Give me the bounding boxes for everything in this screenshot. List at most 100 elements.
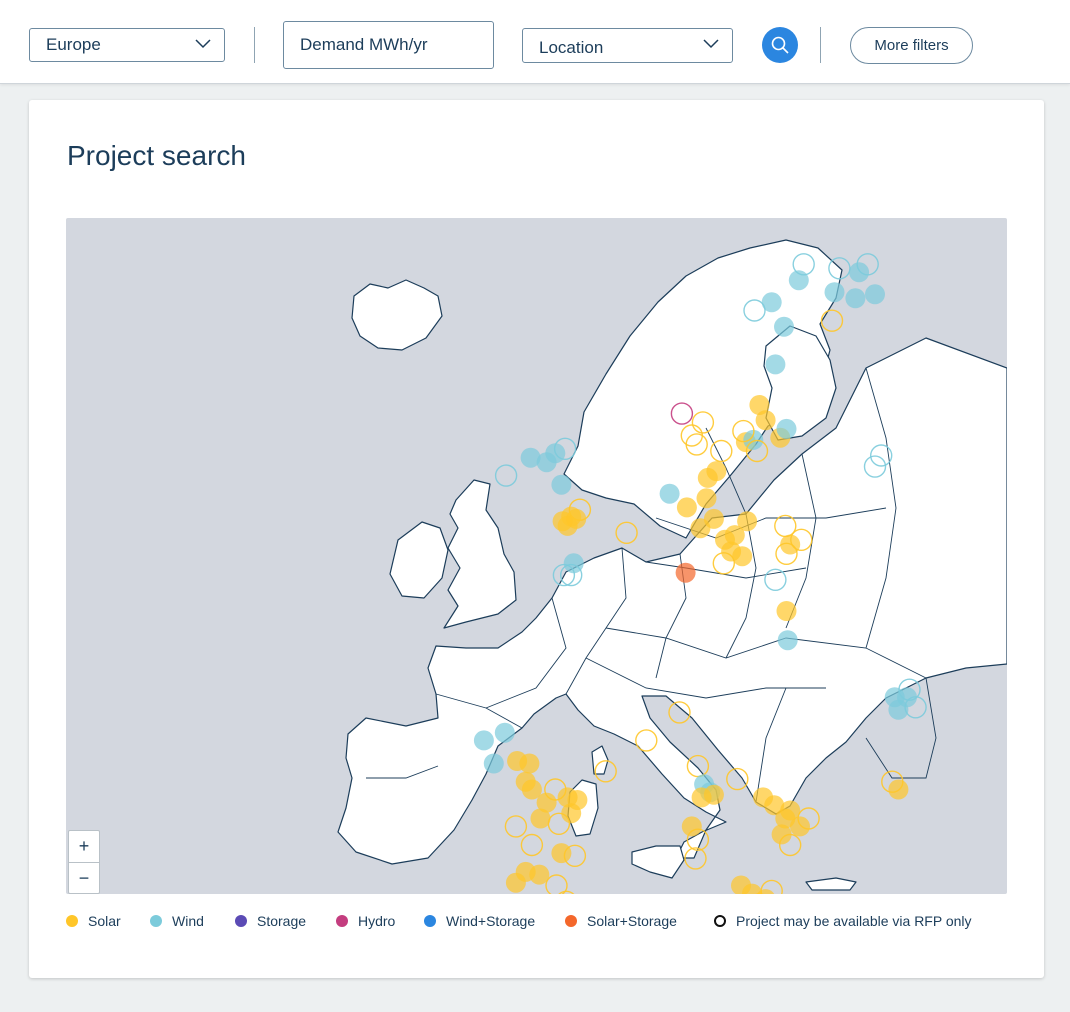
- project-marker-solar[interactable]: [530, 808, 551, 829]
- map-canvas[interactable]: [66, 218, 1007, 894]
- project-marker-solar[interactable]: [676, 497, 697, 518]
- project-marker-solar[interactable]: [776, 601, 797, 621]
- location-select[interactable]: Location: [522, 28, 733, 63]
- project-marker-solar[interactable]: [790, 816, 810, 837]
- project-marker-solar[interactable]: [686, 828, 710, 851]
- project-marker-solar[interactable]: [797, 807, 820, 830]
- project-marker-wind[interactable]: [865, 284, 885, 305]
- europe-map[interactable]: [66, 218, 1007, 894]
- project-marker-solar[interactable]: [724, 525, 745, 546]
- project-marker-solar[interactable]: [737, 511, 758, 532]
- zoom-in-button[interactable]: +: [69, 831, 99, 863]
- project-marker-solar[interactable]: [745, 439, 769, 463]
- region-select[interactable]: Europe: [29, 28, 225, 62]
- project-marker-solar[interactable]: [696, 488, 717, 509]
- project-marker-solar[interactable]: [520, 833, 544, 857]
- land-iceland: [351, 279, 443, 351]
- project-marker-solar[interactable]: [760, 879, 783, 894]
- project-marker-solar[interactable]: [594, 760, 617, 783]
- land-corsica: [591, 745, 609, 775]
- project-marker-wind[interactable]: [765, 354, 786, 375]
- project-marker-solar[interactable]: [563, 844, 587, 867]
- project-marker-solar[interactable]: [732, 419, 755, 443]
- project-marker-solar[interactable]: [615, 521, 638, 544]
- project-marker-solar[interactable]: [668, 701, 691, 724]
- project-marker-solar[interactable]: [732, 546, 753, 567]
- project-marker-solar[interactable]: [684, 847, 707, 870]
- project-marker-solar[interactable]: [568, 498, 592, 521]
- project-marker-wind[interactable]: [551, 474, 572, 495]
- project-marker-solar[interactable]: [742, 883, 762, 894]
- project-marker-solar[interactable]: [755, 410, 776, 431]
- project-marker-wind[interactable]: [553, 437, 577, 461]
- project-marker-wind[interactable]: [888, 699, 909, 720]
- project-marker-wind[interactable]: [792, 253, 815, 276]
- legend-swatch: [235, 915, 247, 927]
- project-marker-solar[interactable]: [680, 424, 703, 447]
- legend-swatch: [424, 915, 436, 927]
- project-marker-solar[interactable]: [710, 439, 733, 463]
- project-marker-wind[interactable]: [898, 678, 921, 701]
- project-marker-hydro[interactable]: [670, 402, 694, 425]
- project-markers[interactable]: [473, 253, 927, 894]
- project-marker-solar[interactable]: [775, 542, 798, 565]
- project-marker-solar[interactable]: [557, 515, 578, 536]
- project-marker-wind[interactable]: [659, 483, 680, 504]
- project-marker-wind[interactable]: [904, 696, 927, 719]
- project-marker-wind[interactable]: [777, 630, 798, 651]
- project-marker-solar[interactable]: [703, 508, 724, 529]
- project-marker-solar[interactable]: [547, 812, 571, 835]
- border-line: [755, 687, 787, 803]
- project-marker-solar[interactable]: [635, 729, 658, 752]
- project-marker-solar[interactable]: [529, 864, 550, 885]
- project-marker-solar[interactable]: [561, 803, 582, 824]
- project-marker-solar[interactable]: [726, 767, 749, 791]
- project-marker-solar[interactable]: [536, 792, 557, 813]
- project-marker-wind[interactable]: [870, 444, 893, 467]
- project-marker-solar[interactable]: [771, 824, 792, 845]
- project-marker-wind[interactable]: [774, 316, 794, 337]
- project-marker-solar[interactable]: [521, 779, 542, 800]
- project-marker-solar[interactable]: [505, 872, 526, 893]
- project-marker-wind[interactable]: [743, 299, 766, 322]
- project-marker-wind[interactable]: [494, 464, 518, 487]
- project-marker-wind[interactable]: [494, 722, 515, 743]
- project-marker-wind[interactable]: [483, 753, 504, 774]
- land-sicily: [631, 845, 685, 879]
- demand-input[interactable]: [283, 21, 494, 69]
- project-marker-solar[interactable]: [712, 552, 735, 575]
- more-filters-button[interactable]: More filters: [850, 27, 973, 64]
- project-marker-solar[interactable]: [706, 461, 727, 482]
- project-marker-solar[interactable]: [504, 815, 528, 838]
- project-marker-solar[interactable]: [519, 753, 540, 774]
- project-marker-solar[interactable]: [556, 890, 577, 894]
- project-marker-wind[interactable]: [849, 262, 870, 283]
- project-marker-wind[interactable]: [761, 292, 782, 313]
- project-marker-solar[interactable]: [703, 784, 724, 805]
- search-button[interactable]: [762, 27, 798, 63]
- project-marker-wind[interactable]: [863, 455, 887, 478]
- project-marker-solar[interactable]: [551, 843, 572, 864]
- project-marker-wind[interactable]: [824, 282, 845, 303]
- project-marker-solar[interactable]: [691, 411, 715, 434]
- separator: [254, 27, 255, 63]
- project-marker-wind[interactable]: [828, 257, 851, 280]
- project-marker-solar[interactable]: [681, 816, 702, 837]
- project-marker-wind[interactable]: [776, 418, 797, 439]
- project-marker-wind[interactable]: [552, 563, 576, 587]
- project-marker-solar_storage[interactable]: [675, 562, 696, 583]
- zoom-out-button[interactable]: −: [78, 868, 90, 888]
- project-marker-wind[interactable]: [845, 288, 866, 309]
- project-marker-solar[interactable]: [888, 779, 909, 800]
- project-marker-solar[interactable]: [775, 808, 796, 829]
- project-marker-solar[interactable]: [820, 309, 844, 332]
- project-marker-solar[interactable]: [749, 395, 770, 415]
- project-marker-solar[interactable]: [764, 795, 785, 816]
- project-marker-solar[interactable]: [545, 874, 568, 894]
- project-marker-wind[interactable]: [764, 568, 787, 591]
- project-marker-wind[interactable]: [856, 253, 879, 276]
- project-marker-wind[interactable]: [520, 447, 541, 468]
- project-marker-wind[interactable]: [560, 563, 583, 587]
- project-marker-solar[interactable]: [779, 833, 802, 857]
- project-marker-wind[interactable]: [473, 730, 494, 751]
